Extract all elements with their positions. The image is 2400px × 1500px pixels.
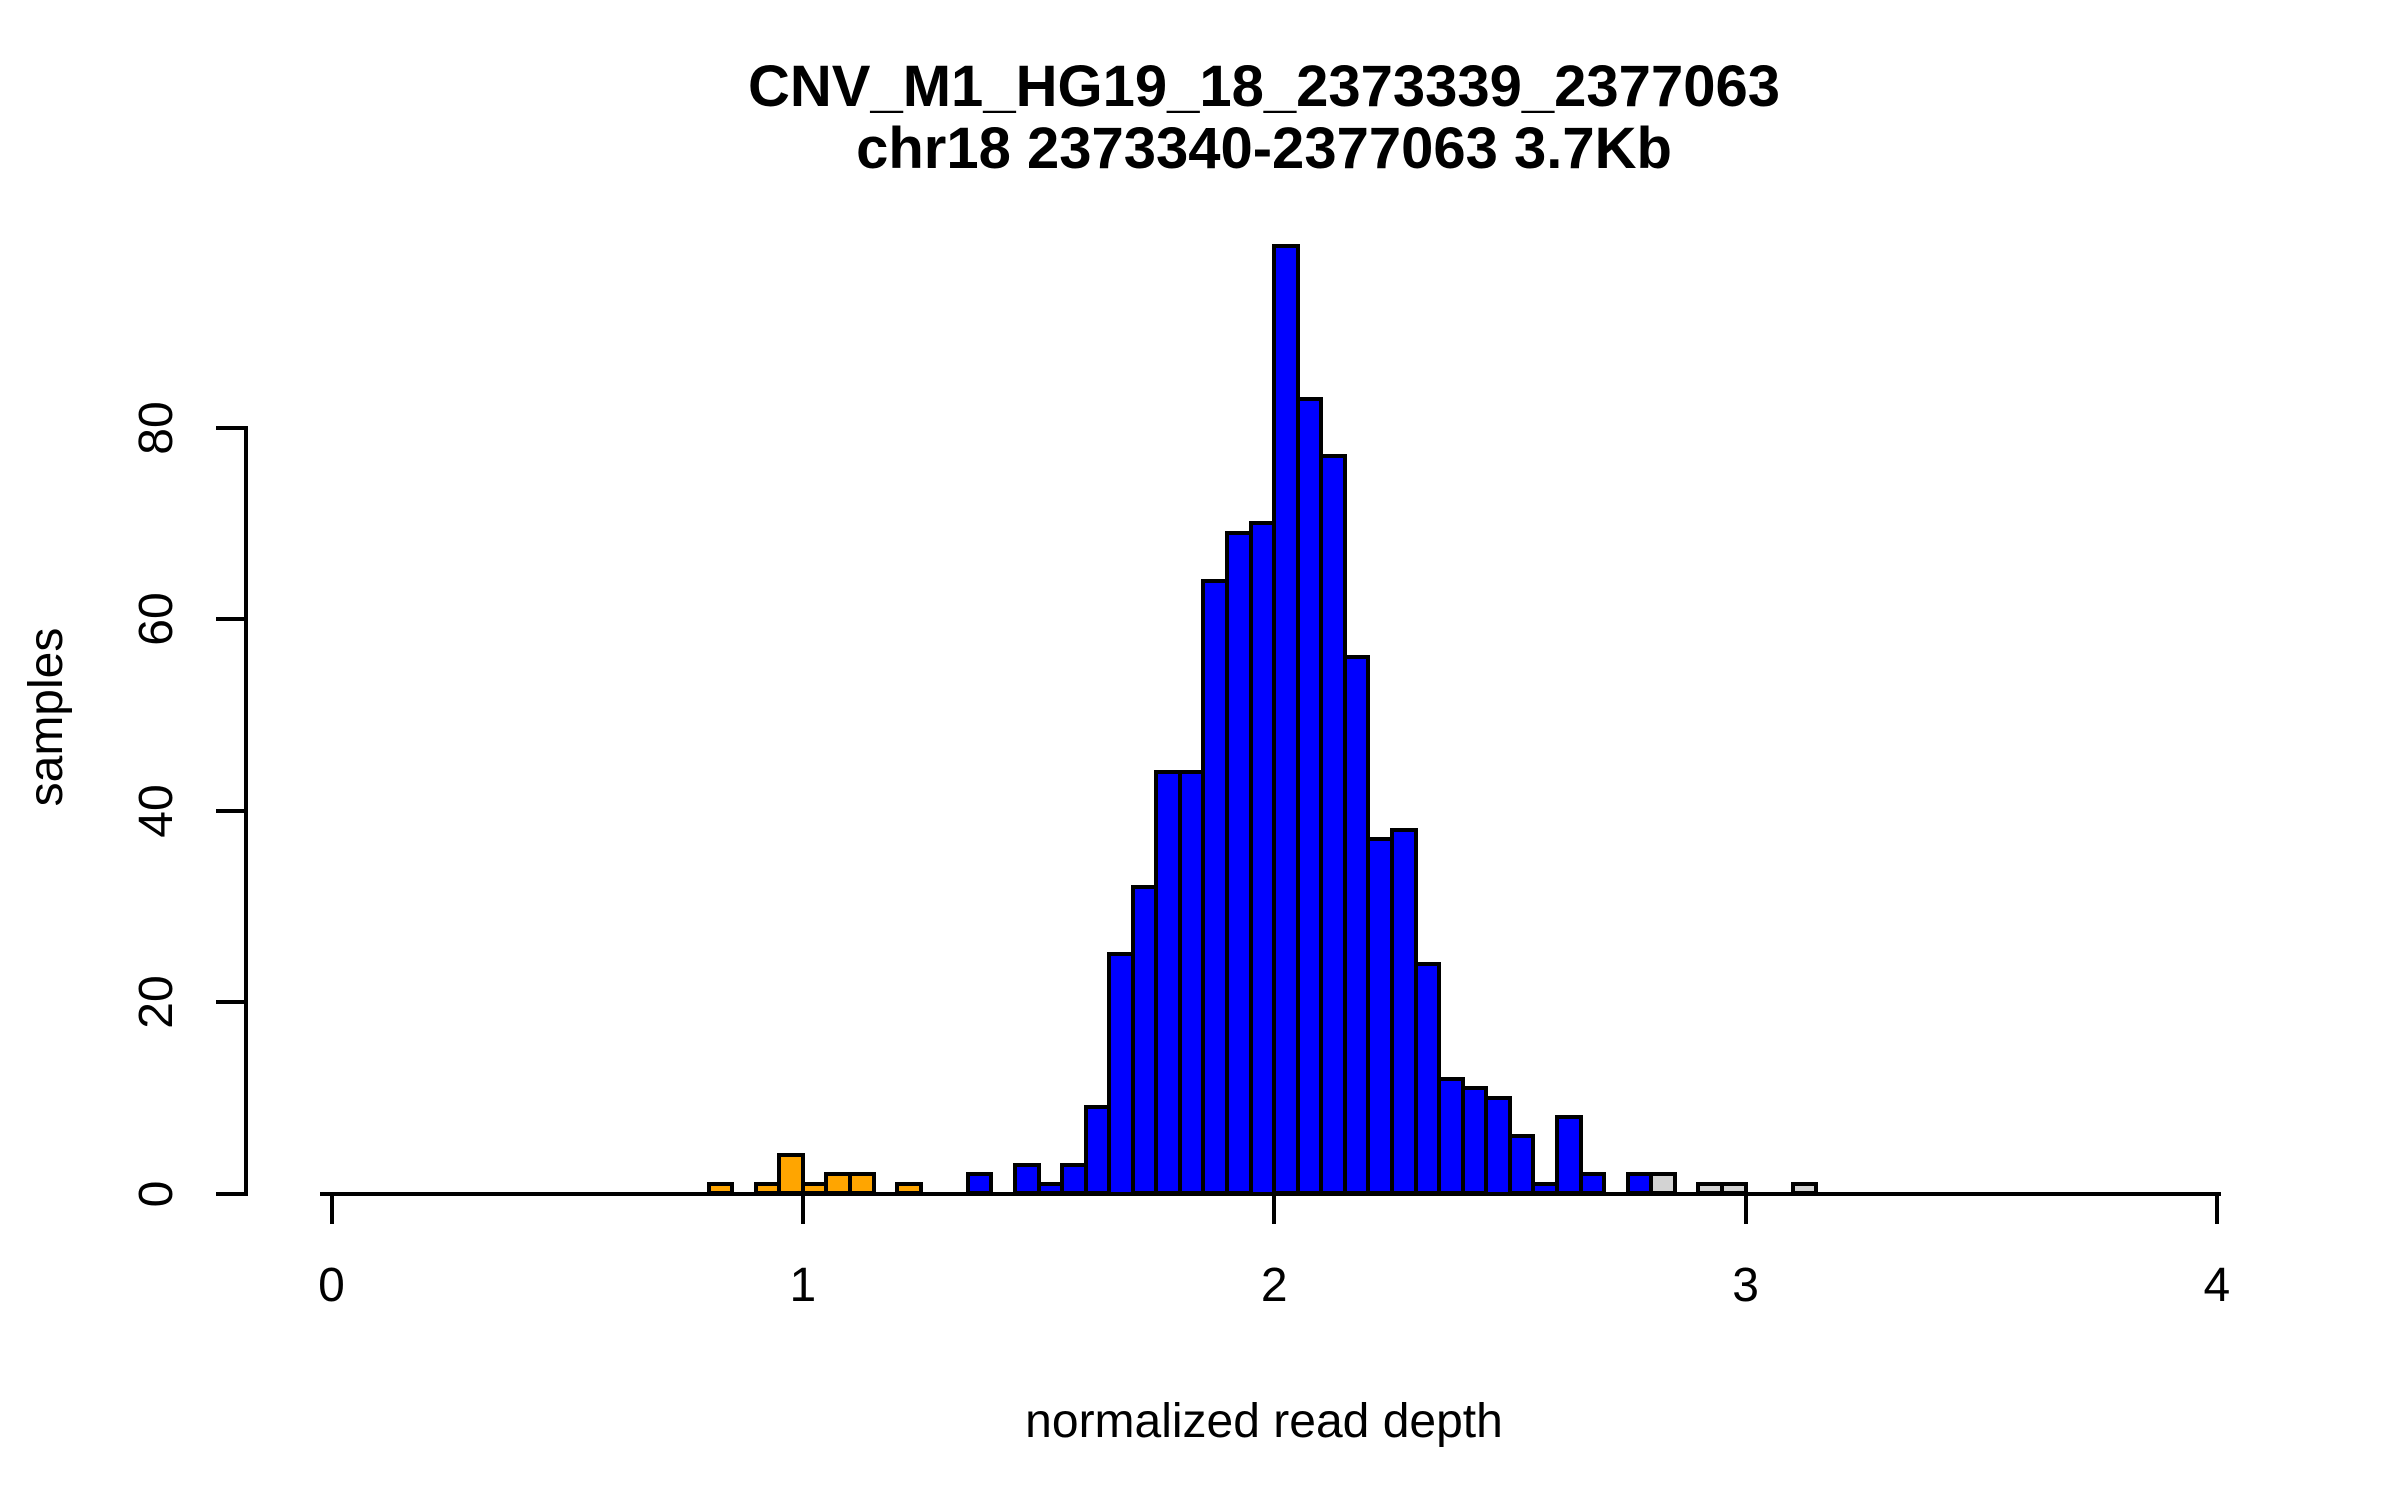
x-tick-label: 1 — [789, 1259, 817, 1312]
y-tick-label: 80 — [130, 400, 183, 455]
y-tick-label: 20 — [130, 975, 183, 1029]
x-tick-label: 4 — [2203, 1259, 2231, 1312]
x-axis-tick — [1272, 1195, 1277, 1224]
x-tick-label: 0 — [318, 1259, 345, 1312]
histogram-bar — [1012, 1162, 1041, 1196]
x-axis-tick — [1743, 1195, 1748, 1224]
y-tick-label: 0 — [130, 1180, 183, 1207]
x-tick-label: 2 — [1260, 1259, 1288, 1312]
y-axis-tick — [215, 1000, 244, 1004]
histogram-bar — [1366, 837, 1395, 1196]
x-axis-line — [319, 1191, 2221, 1196]
x-axis-tick — [329, 1195, 334, 1224]
y-axis-line — [243, 425, 248, 1196]
y-axis-tick — [215, 425, 244, 430]
x-axis-tick — [800, 1195, 805, 1224]
y-axis-tick — [215, 617, 244, 621]
y-tick-label: 40 — [130, 783, 183, 838]
x-axis-tick — [2214, 1195, 2219, 1224]
x-axis-label: normalized read depth — [1025, 1395, 1503, 1448]
y-axis-label: samples — [20, 627, 73, 807]
y-axis-tick — [215, 1191, 244, 1196]
plot-subtitle: chr18 2373340-2377063 3.7Kb — [856, 116, 1672, 181]
y-axis-tick — [215, 808, 244, 813]
histogram-bar — [1460, 1086, 1489, 1196]
histogram-bar — [1437, 1076, 1465, 1196]
histogram-bar — [1201, 578, 1230, 1196]
y-tick-label: 60 — [130, 592, 183, 646]
plot-title: CNV_M1_HG19_18_2373339_2377063 — [748, 54, 1780, 119]
histogram-bar — [1555, 1114, 1583, 1196]
x-tick-label: 3 — [1732, 1259, 1759, 1312]
